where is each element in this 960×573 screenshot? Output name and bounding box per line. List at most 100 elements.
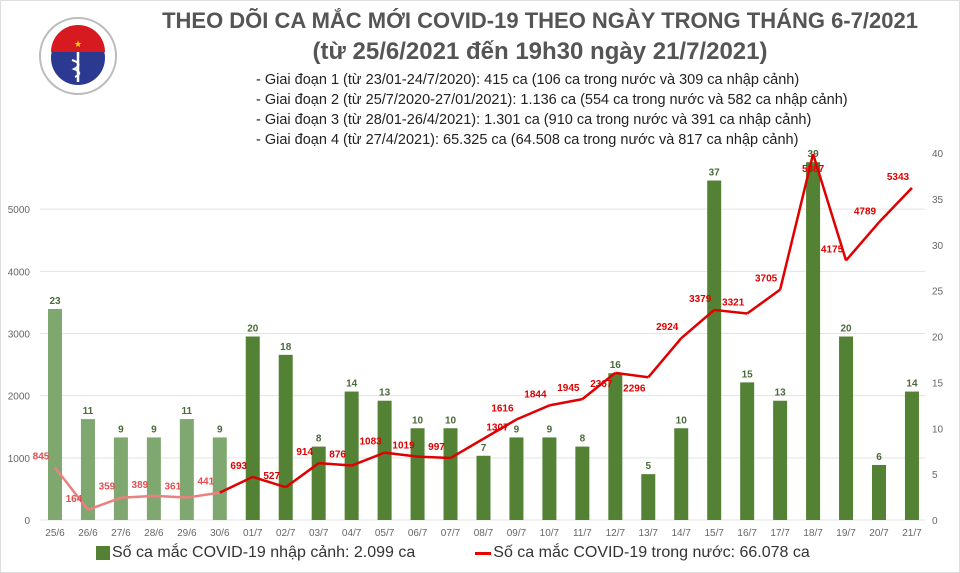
x-axis-tick-label: 27/6 [111,528,131,539]
line-segment [87,496,122,511]
bar-data-label: 23 [49,296,61,307]
right-axis-tick-label: 10 [932,424,944,435]
legend-line-swatch [475,551,492,555]
bar [509,437,524,520]
title-line-1: THEO DÕI CA MẮC MỚI COVID-19 THEO NGÀY T… [162,8,918,33]
left-axis-tick-label: 0 [24,516,30,527]
right-axis-tick-label: 0 [932,516,938,527]
x-axis-tick-label: 11/7 [573,528,592,539]
line-segment [252,475,287,489]
right-axis-tick-label: 15 [932,378,944,389]
x-axis-tick-label: 26/6 [78,528,98,539]
line-segment [120,494,154,499]
bar [311,446,326,520]
x-axis-tick-label: 05/7 [375,528,395,539]
x-axis-tick-label: 10/7 [540,528,560,539]
line-segment [186,491,220,499]
bar [278,354,293,520]
bar-data-label: 13 [379,388,391,399]
x-axis-tick-label: 16/7 [737,528,757,539]
bar-data-label: 7 [481,443,487,454]
line-data-label: 3705 [755,274,778,285]
line-segment [778,153,815,290]
line-segment [515,404,550,421]
line-data-label: 1616 [491,404,514,415]
line-segment [54,466,89,511]
line-segment [878,186,913,224]
line-data-label: 5887 [802,164,825,175]
line-data-label: 693 [230,461,247,472]
bar [146,437,161,520]
line-data-label: 359 [99,482,116,493]
x-axis-tick-label: 12/7 [606,528,626,539]
bar-data-label: 6 [876,452,882,463]
line-segment [647,337,683,379]
bar [707,180,722,520]
line-data-label: 876 [329,450,346,461]
x-axis-tick-label: 30/6 [210,528,230,539]
line-segment [284,462,320,489]
phase-notes: - Giai đoạn 1 (từ 23/01-24/7/2020): 415 … [256,70,848,150]
x-axis-tick-label: 17/7 [770,528,790,539]
bar-data-label: 11 [83,406,94,417]
bar [872,464,886,520]
line-data-label: 2924 [656,322,679,333]
x-axis-tick-label: 03/7 [309,528,329,539]
chart-title: THEO DÕI CA MẮC MỚI COVID-19 THEO NGÀY T… [150,6,930,68]
bar-data-label: 14 [346,379,358,390]
line-segment [680,308,716,340]
bar [113,437,128,520]
line-segment [615,371,649,379]
x-axis-tick-label: 13/7 [639,528,659,539]
right-axis-tick-label: 5 [932,470,938,481]
bar [80,419,95,520]
line-data-label: 441 [197,477,214,488]
bar-data-label: 10 [412,415,424,426]
legend-line-label: Số ca mắc COVID-19 trong nước: 66.078 ca [493,544,810,561]
bar-data-label: 18 [280,342,292,353]
line-data-label: 1307 [486,423,509,434]
left-axis-tick-label: 5000 [8,205,31,216]
bar-data-label: 5 [645,461,651,472]
bar [377,400,392,520]
bar [575,446,590,520]
x-axis-tick-label: 08/7 [474,528,494,539]
bar [443,428,458,520]
ministry-of-health-logo: ★ [39,17,117,95]
bar [740,382,755,520]
phase-note: - Giai đoạn 2 (từ 25/7/2020-27/01/2021):… [256,92,848,108]
phase-note: - Giai đoạn 1 (từ 23/01-24/7/2020): 415 … [256,72,800,88]
line-data-label: 914 [296,447,313,458]
bar [212,437,227,520]
x-axis-tick-label: 02/7 [276,528,296,539]
x-axis-tick-label: 07/7 [441,528,461,539]
right-axis-tick-label: 40 [932,149,944,160]
bar-data-label: 14 [906,379,918,390]
bar-data-label: 9 [151,424,157,435]
bar [179,419,194,520]
line-segment [449,437,485,460]
x-axis-tick-label: 06/7 [408,528,428,539]
line-data-label: 361 [164,482,181,493]
phase-note: - Giai đoạn 3 (từ 28/01-26/4/2021): 1.30… [256,112,812,128]
bar-data-label: 8 [580,434,586,445]
line-data-label: 4175 [821,244,844,255]
bar-data-label: 9 [217,424,223,435]
x-axis-tick-label: 15/7 [704,528,724,539]
line-data-label: 1019 [392,441,415,452]
bar-data-label: 9 [547,424,553,435]
bar [806,162,821,521]
x-axis-tick-label: 21/7 [902,528,922,539]
title-line-2: (từ 25/6/2021 đến 19h30 ngày 21/7/2021) [312,38,768,65]
line-segment [581,371,617,401]
bar-data-label: 16 [610,360,622,371]
line-data-label: 3379 [689,294,712,305]
bar-data-label: 10 [676,415,688,426]
bar [839,336,854,520]
line-data-label: 2296 [623,383,646,394]
bar-data-label: 9 [118,424,124,435]
bar [410,428,425,520]
line-data-label: 164 [66,494,83,505]
line-segment [318,461,352,467]
x-axis-tick-label: 25/6 [45,528,65,539]
